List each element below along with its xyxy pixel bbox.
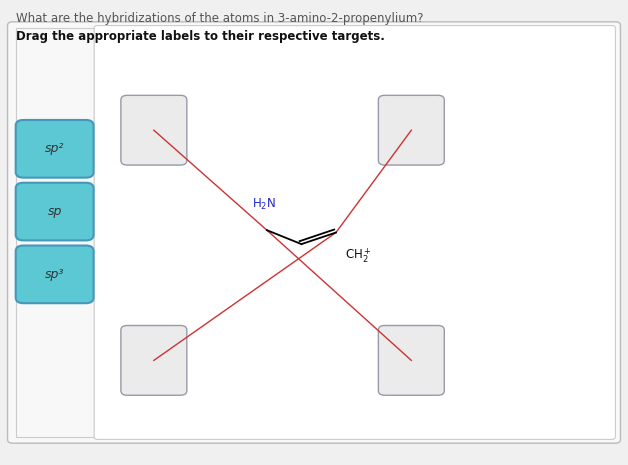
FancyBboxPatch shape xyxy=(378,95,445,165)
FancyBboxPatch shape xyxy=(378,326,445,395)
Text: sp²: sp² xyxy=(45,142,64,155)
FancyBboxPatch shape xyxy=(94,26,615,439)
FancyBboxPatch shape xyxy=(121,95,187,165)
FancyBboxPatch shape xyxy=(16,246,94,303)
FancyBboxPatch shape xyxy=(8,22,620,443)
Text: CH$_2^+$: CH$_2^+$ xyxy=(345,246,372,265)
Text: sp³: sp³ xyxy=(45,268,64,281)
FancyBboxPatch shape xyxy=(16,120,94,178)
FancyBboxPatch shape xyxy=(16,183,94,240)
FancyBboxPatch shape xyxy=(16,28,94,437)
Text: H$_2$N: H$_2$N xyxy=(252,197,276,212)
Text: Drag the appropriate labels to their respective targets.: Drag the appropriate labels to their res… xyxy=(16,30,384,43)
Text: sp: sp xyxy=(48,205,62,218)
Text: What are the hybridizations of the atoms in 3-amino-2-propenylium?: What are the hybridizations of the atoms… xyxy=(16,12,423,25)
FancyBboxPatch shape xyxy=(121,326,187,395)
